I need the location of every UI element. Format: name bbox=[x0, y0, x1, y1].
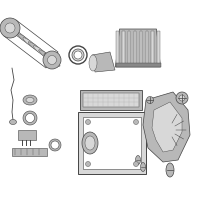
Bar bbox=[83, 117, 141, 169]
Ellipse shape bbox=[48, 55, 57, 64]
Ellipse shape bbox=[18, 34, 34, 46]
Bar bbox=[128, 31, 130, 65]
Ellipse shape bbox=[10, 119, 16, 124]
Ellipse shape bbox=[82, 132, 98, 154]
Ellipse shape bbox=[134, 119, 138, 124]
Ellipse shape bbox=[23, 95, 37, 105]
Bar bbox=[146, 31, 148, 65]
Ellipse shape bbox=[74, 51, 82, 59]
Polygon shape bbox=[152, 102, 182, 152]
Ellipse shape bbox=[23, 38, 39, 50]
Ellipse shape bbox=[12, 30, 29, 42]
Bar bbox=[140, 31, 142, 65]
Ellipse shape bbox=[85, 136, 95, 150]
Polygon shape bbox=[92, 52, 115, 72]
Ellipse shape bbox=[43, 51, 61, 69]
Bar bbox=[80, 90, 142, 110]
Ellipse shape bbox=[86, 119, 90, 124]
Bar bbox=[151, 31, 154, 65]
Ellipse shape bbox=[140, 162, 146, 171]
Bar bbox=[116, 31, 119, 65]
Bar bbox=[122, 31, 125, 65]
Bar bbox=[83, 93, 139, 107]
Ellipse shape bbox=[86, 162, 90, 166]
Ellipse shape bbox=[7, 26, 23, 38]
Bar bbox=[12, 148, 47, 156]
Bar bbox=[134, 31, 136, 65]
Bar bbox=[78, 112, 146, 174]
Ellipse shape bbox=[72, 49, 84, 61]
Bar bbox=[157, 31, 160, 65]
Polygon shape bbox=[116, 29, 160, 67]
Ellipse shape bbox=[146, 97, 154, 104]
Ellipse shape bbox=[44, 54, 60, 66]
Ellipse shape bbox=[28, 42, 44, 54]
Bar bbox=[116, 63, 160, 67]
Ellipse shape bbox=[39, 50, 55, 62]
Bar bbox=[18, 130, 36, 140]
Ellipse shape bbox=[179, 95, 185, 101]
Ellipse shape bbox=[5, 23, 15, 33]
Polygon shape bbox=[143, 92, 190, 162]
Ellipse shape bbox=[134, 162, 138, 166]
Ellipse shape bbox=[26, 98, 34, 102]
Ellipse shape bbox=[176, 92, 188, 104]
Ellipse shape bbox=[136, 156, 140, 164]
Ellipse shape bbox=[0, 18, 20, 38]
Ellipse shape bbox=[33, 46, 50, 58]
Ellipse shape bbox=[166, 163, 174, 177]
Ellipse shape bbox=[89, 55, 97, 71]
Ellipse shape bbox=[2, 22, 18, 34]
